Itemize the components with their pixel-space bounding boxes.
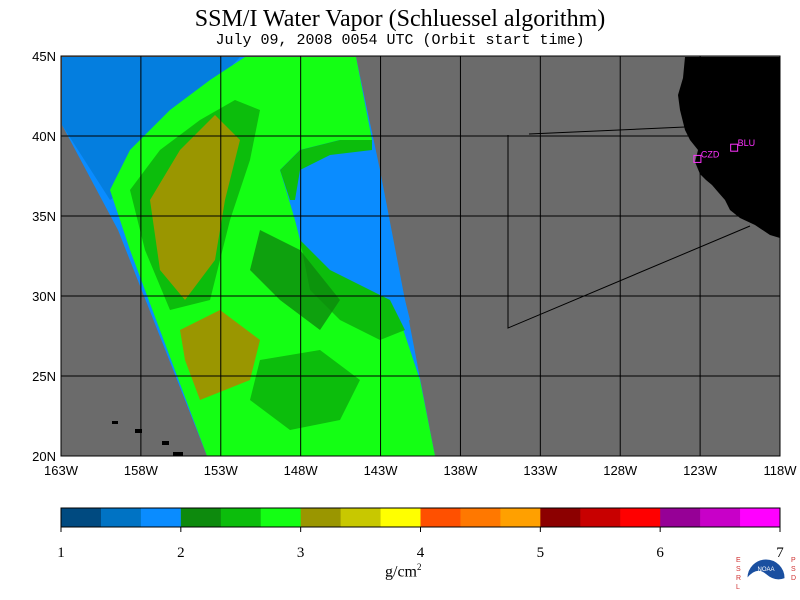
colorbar-tick-label: 7 [776, 545, 784, 561]
colorbar-swatch [460, 508, 501, 527]
latitude-label: 30N [32, 289, 56, 304]
longitude-label: 143W [364, 463, 399, 478]
map-title: SSM/I Water Vapor (Schluessel algorithm) [194, 6, 606, 32]
colorbar-swatch [420, 508, 461, 527]
colorbar-swatch [660, 508, 701, 527]
colorbar-swatch [260, 508, 302, 527]
map-border [60, 55, 781, 457]
colorbar-swatch [700, 508, 741, 527]
hawaii-islands [112, 421, 183, 456]
longitude-label: 128W [603, 463, 638, 478]
latitude-label: 40N [32, 129, 56, 144]
longitude-label: 133W [523, 463, 558, 478]
colorbar-tick-label: 6 [656, 545, 664, 561]
longitude-labels: 163W 158W 153W 148W 143W 138W 133W 128W 123W 118W [44, 463, 797, 478]
latitude-labels: 45N 40N 35N 30N 25N 20N [32, 49, 56, 464]
satellite-swath [62, 57, 435, 456]
colorbar-tick-label: 5 [537, 545, 545, 561]
longitude-label: 163W [44, 463, 79, 478]
logo-center-text: NOAA [757, 567, 774, 573]
colorbar-ticks: 1 2 3 4 5 6 7 [57, 527, 784, 561]
longitude-label: 153W [204, 463, 239, 478]
land-north-america [678, 57, 780, 238]
longitude-label: 123W [683, 463, 718, 478]
latitude-label: 35N [32, 209, 56, 224]
colorbar-swatch [620, 508, 661, 527]
colorbar-tick-label: 1 [57, 545, 65, 561]
latitude-label: 20N [32, 449, 56, 464]
latitude-label: 45N [32, 49, 56, 64]
colorbar-swatch [61, 508, 102, 527]
colorbar-swatch [500, 508, 541, 527]
map-subtitle: July 09, 2008 0054 UTC (Orbit start time… [215, 32, 585, 49]
colorbar-tick-label: 4 [417, 545, 425, 561]
colorbar-tick-label: 2 [177, 545, 185, 561]
colorbar-swatch [300, 508, 342, 527]
longitude-label: 118W [764, 463, 798, 478]
colorbar-tick-label: 3 [297, 545, 305, 561]
colorbar-swatch [100, 508, 142, 527]
colorbar-unit: g/cm2 [385, 562, 422, 581]
station-marker [730, 143, 739, 152]
longitude-label: 158W [124, 463, 159, 478]
latitude-label: 25N [32, 369, 56, 384]
colorbar-swatch [180, 508, 222, 527]
colorbar-swatch [140, 508, 182, 527]
colorbar-swatch [540, 508, 581, 527]
colorbar [60, 507, 781, 528]
station-markers: CZD BLU [693, 138, 756, 163]
colorbar-swatch [340, 508, 382, 527]
station-label: BLU [738, 138, 756, 148]
grid-lines [61, 56, 780, 456]
colorbar-swatch [220, 508, 262, 527]
station-marker [693, 154, 702, 163]
longitude-label: 138W [443, 463, 478, 478]
station-label: CZD [701, 149, 720, 159]
colorbar-swatch [380, 508, 421, 527]
colorbar-swatch [740, 508, 781, 527]
longitude-label: 148W [284, 463, 319, 478]
track-lines [507, 126, 751, 329]
colorbar-swatch [580, 508, 621, 527]
